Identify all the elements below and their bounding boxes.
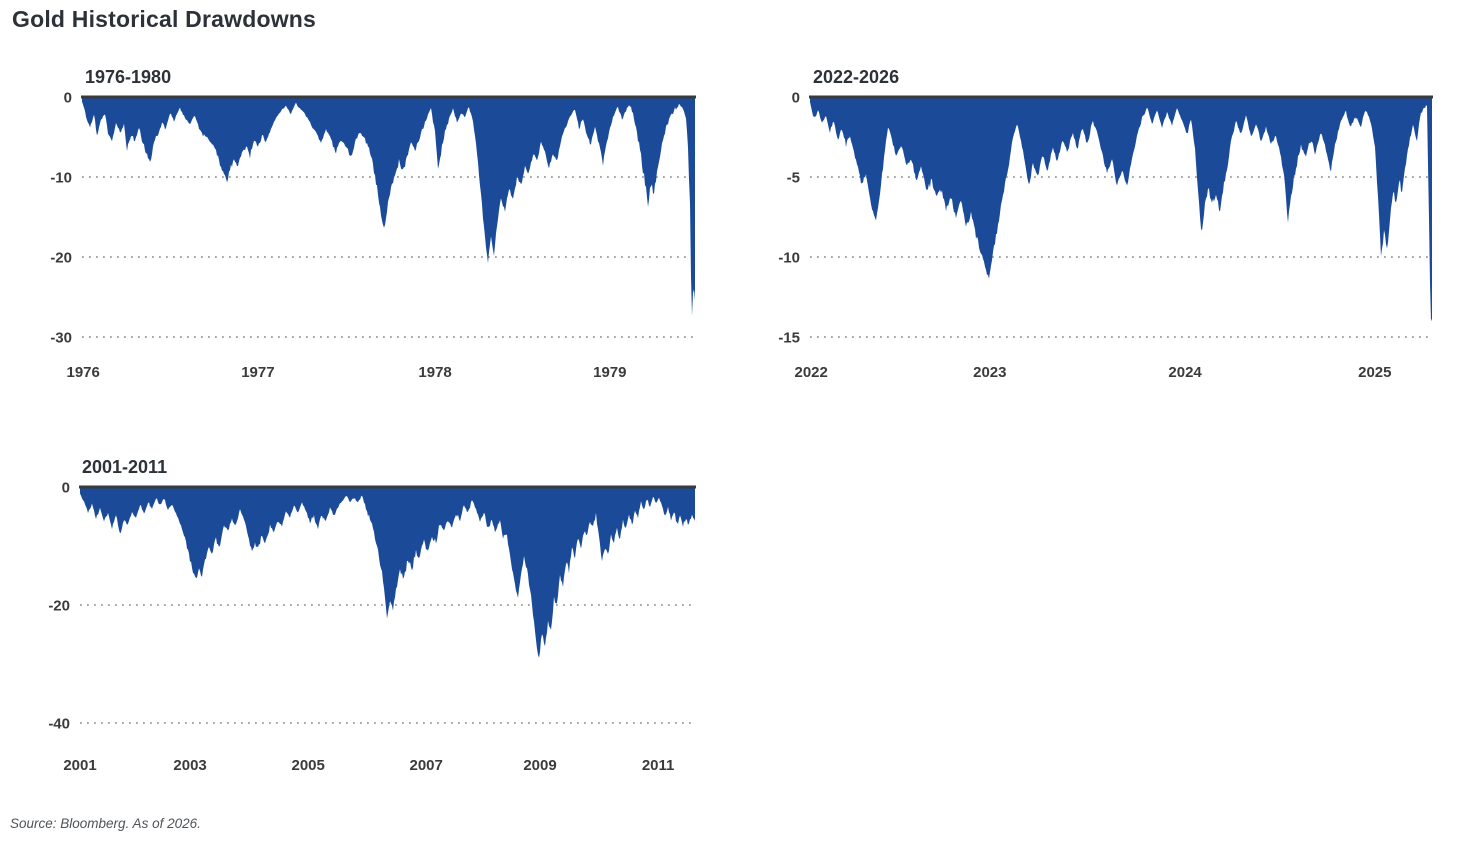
chart-subtitle-2022-2026: 2022-2026 <box>813 67 900 87</box>
x-tick-label: 2024 <box>1168 364 1202 381</box>
y-tick-label: -15 <box>778 330 800 347</box>
y-tick-label: -20 <box>50 250 72 267</box>
drawdown-chart-2022-2026: 2022-2026 0 -5 -10 -15 2022 2023 2024 2025 <box>728 58 1459 408</box>
y-tick-label: -10 <box>50 170 72 187</box>
x-tick-label: 1978 <box>418 364 451 381</box>
x-tick-label: 2022 <box>795 364 828 381</box>
drawdown-chart-2001-2011: 2001-2011 0 -20 -40 2001 2003 2005 2007 2009 201… <box>0 448 720 798</box>
y-tick-label: -20 <box>48 598 70 615</box>
x-tick-label: 2007 <box>410 757 443 774</box>
x-tick-label: 1979 <box>593 364 626 381</box>
page-title: Gold Historical Drawdowns <box>12 6 317 32</box>
x-tick-label: 2003 <box>173 757 206 774</box>
drawdown-chart-1976-1980: 1976-1980 0 -10 -20 -30 1976 1977 1978 1979 <box>0 58 720 408</box>
x-tick-label: 2025 <box>1358 364 1391 381</box>
drawdown-area <box>82 97 695 316</box>
y-tick-label: 0 <box>62 480 70 497</box>
x-tick-label: 2009 <box>523 757 556 774</box>
x-tick-label: 1976 <box>67 364 100 381</box>
x-tick-label: 2011 <box>642 757 675 774</box>
chart-subtitle-1976-1980: 1976-1980 <box>85 67 172 87</box>
drawdown-area <box>810 97 1432 322</box>
y-tick-label: -5 <box>787 170 800 187</box>
source-note: Source: Bloomberg. As of 2026. <box>10 816 201 831</box>
chart-plot-2022-2026: 0 -5 -10 -15 2022 2023 2024 2025 <box>778 90 1433 381</box>
y-tick-label: -30 <box>50 330 72 347</box>
drawdown-area <box>80 487 695 658</box>
x-tick-label: 2023 <box>973 364 1006 381</box>
y-tick-label: 0 <box>792 90 800 107</box>
x-tick-label: 1977 <box>241 364 274 381</box>
chart-subtitle-2001-2011: 2001-2011 <box>82 457 168 477</box>
chart-plot-2001-2011: 0 -20 -40 2001 2003 2005 2007 2009 2011 <box>48 480 696 774</box>
x-tick-label: 2005 <box>292 757 325 774</box>
chart-plot-1976-1980: 0 -10 -20 -30 1976 1977 1978 1979 <box>50 90 696 381</box>
y-tick-label: -10 <box>778 250 800 267</box>
x-tick-label: 2001 <box>63 757 96 774</box>
y-tick-label: -40 <box>48 716 70 733</box>
y-tick-label: 0 <box>64 90 72 107</box>
